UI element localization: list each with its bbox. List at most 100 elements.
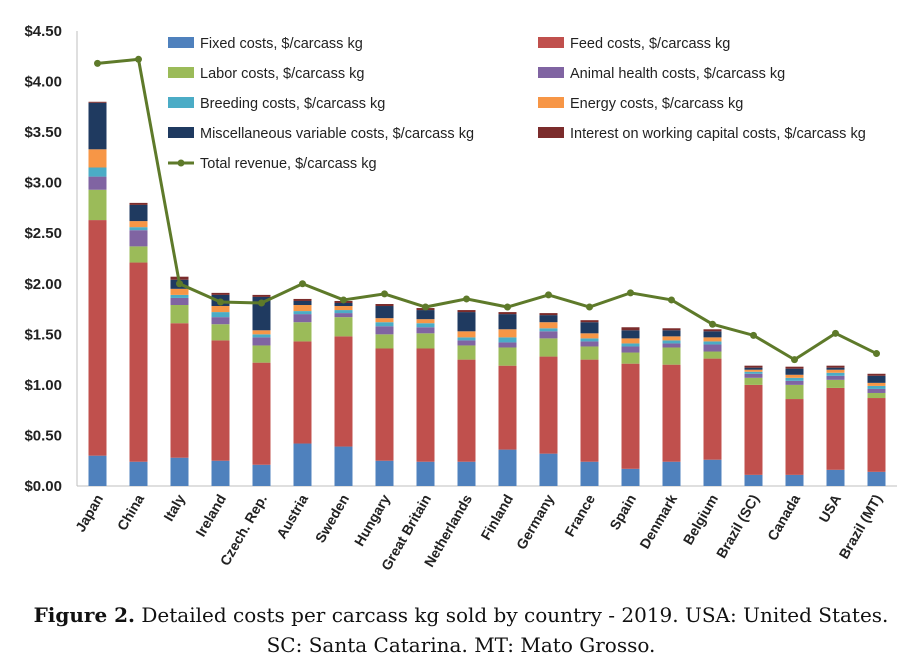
bar-segment-8: [539, 313, 558, 316]
y-tick-label: $2.50: [24, 225, 62, 242]
bar-segment-8: [744, 365, 763, 368]
bar-segment-7: [498, 314, 517, 330]
bar-segment-5: [416, 323, 435, 328]
bar-segment-5: [785, 377, 804, 381]
bar-segment-1: [621, 468, 640, 486]
revenue-point: [422, 303, 429, 311]
legend-swatch: [168, 97, 194, 108]
bar-segment-5: [334, 310, 353, 314]
bar-segment-8: [498, 312, 517, 315]
bar-segment-1: [662, 461, 681, 486]
bar-segment-4: [88, 176, 107, 190]
x-tick-label: Japan: [72, 492, 106, 535]
bar-segment-6: [580, 333, 599, 339]
legend-label: Feed costs, $/carcass kg: [570, 36, 730, 52]
y-tick-label: $1.00: [24, 377, 62, 394]
revenue-point: [832, 329, 839, 337]
bar-segment-3: [580, 346, 599, 360]
bar-segment-3: [662, 347, 681, 365]
bar-segment-6: [785, 374, 804, 378]
y-tick-label: $3.50: [24, 124, 62, 141]
y-tick-label: $0.50: [24, 427, 62, 444]
bar-segment-2: [334, 336, 353, 447]
figure-caption: Figure 2. Detailed costs per carcass kg …: [20, 600, 902, 660]
bar-segment-6: [252, 330, 271, 335]
bar-segment-4: [170, 297, 189, 306]
bar-segment-5: [621, 343, 640, 347]
bar-segment-7: [334, 302, 353, 307]
bar-segment-5: [211, 312, 230, 318]
y-tick-label: $3.00: [24, 175, 62, 192]
stacked-bars: [88, 101, 886, 486]
bar-segment-4: [826, 375, 845, 380]
bar-segment-2: [703, 358, 722, 460]
bar-segment-3: [785, 384, 804, 400]
bar-segment-8: [826, 365, 845, 368]
bar-segment-5: [539, 328, 558, 332]
bar-segment-1: [539, 453, 558, 486]
bar-segment-8: [211, 292, 230, 295]
bar-segment-4: [129, 230, 148, 247]
bar-segment-2: [129, 262, 148, 462]
bar-segment-5: [498, 337, 517, 343]
bar-segment-5: [88, 167, 107, 177]
legend-label: Total revenue, $/carcass kg: [200, 156, 377, 172]
legend-swatch: [538, 37, 564, 48]
revenue-point: [709, 320, 716, 328]
bar-segment-7: [785, 368, 804, 375]
revenue-point: [586, 303, 593, 311]
bar-segment-4: [621, 346, 640, 353]
bar-segment-6: [334, 306, 353, 311]
bar-segment-4: [539, 331, 558, 339]
revenue-line: [97, 57, 878, 362]
bar-segment-7: [539, 315, 558, 323]
bar-segment-3: [252, 345, 271, 363]
bar-segment-6: [416, 319, 435, 324]
bar-segment-8: [703, 329, 722, 332]
bar-segment-1: [785, 474, 804, 486]
y-tick-label: $4.50: [24, 23, 62, 40]
bar-segment-7: [416, 310, 435, 320]
bar-segment-7: [88, 102, 107, 150]
bar-segment-1: [129, 461, 148, 486]
bar-segment-8: [375, 304, 394, 307]
bar-segment-2: [457, 359, 476, 462]
bar-segment-1: [416, 461, 435, 486]
bar-segment-7: [621, 330, 640, 339]
bar-segment-2: [375, 348, 394, 461]
legend-swatch: [538, 67, 564, 78]
bar-segment-4: [580, 341, 599, 347]
bar-segment-1: [170, 457, 189, 486]
y-tick-label: $1.50: [24, 326, 62, 343]
y-tick-label: $2.00: [24, 276, 62, 293]
bar-segment-4: [375, 326, 394, 335]
bar-segment-4: [457, 340, 476, 346]
bar-segment-8: [867, 373, 886, 376]
bar-segment-8: [785, 366, 804, 369]
bar-segment-8: [662, 328, 681, 331]
bar-segment-6: [703, 337, 722, 342]
x-tick-label: USA: [815, 492, 844, 526]
bar-segment-1: [498, 449, 517, 486]
bar-segment-7: [662, 330, 681, 337]
bar-segment-7: [867, 375, 886, 383]
bar-segment-2: [621, 363, 640, 469]
caption-label: Figure 2.: [33, 603, 136, 627]
bar-segment-5: [662, 340, 681, 344]
bar-segment-5: [744, 371, 763, 374]
bar-segment-8: [252, 294, 271, 297]
bar-segment-4: [498, 342, 517, 348]
bar-segment-1: [867, 471, 886, 486]
bar-segment-3: [826, 379, 845, 388]
bar-segment-3: [211, 324, 230, 341]
y-tick-label: $0.00: [24, 478, 62, 495]
bar-segment-3: [744, 377, 763, 385]
revenue-point: [381, 290, 388, 298]
revenue-point: [299, 280, 306, 288]
revenue-point: [873, 350, 880, 358]
bar-segment-6: [826, 369, 845, 373]
x-tick-label: Germany: [513, 491, 557, 552]
bar-segment-6: [88, 149, 107, 168]
bar-segment-2: [867, 398, 886, 472]
